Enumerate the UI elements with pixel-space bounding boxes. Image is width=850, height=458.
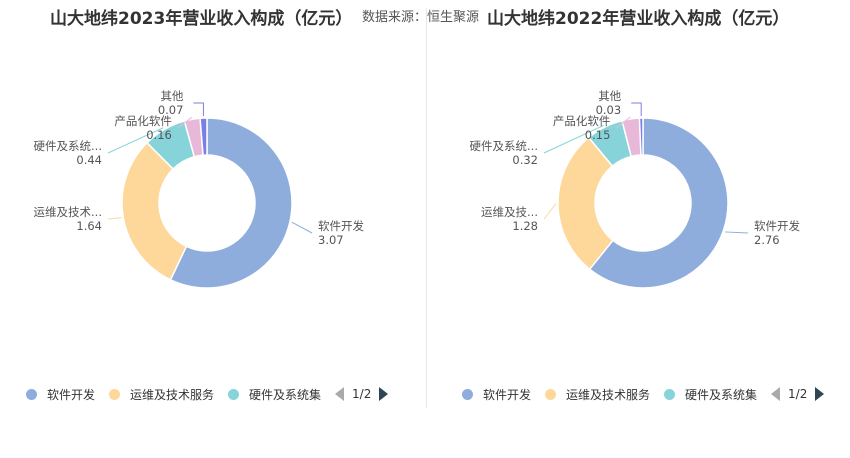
page-indicator: 1/2 [352,387,372,401]
slice-value-label: 3.07 [318,233,344,247]
slice-value-label: 0.16 [146,128,172,142]
slice-other[interactable] [638,117,644,156]
slice-other[interactable] [199,117,208,156]
legend-label: 硬件及系统集 [249,387,322,402]
legend-item-hardware[interactable]: 硬件及系统集 [228,386,321,403]
legend-dot [109,388,121,400]
leader-line [543,125,604,154]
chart-title: 山大地纬2022年营业收入构成（亿元） [487,9,790,29]
slice-value-label: 0.03 [596,103,622,117]
legend: 软件开发 运维及技术服务 硬件及系统集 1/2 [26,384,389,404]
slice-value-label: 0.07 [158,103,184,117]
slice-value-label: 0.44 [76,153,102,167]
prev-page-icon[interactable] [335,387,345,401]
slice-label: 其他 [598,89,621,103]
slice-ops-service[interactable] [121,141,188,281]
slice-value-label: 0.32 [512,153,538,167]
leader-line [631,102,642,117]
legend-label: 硬件及系统集 [685,387,758,402]
slice-label: 硬件及系统... [34,139,102,153]
slice-software-dev[interactable] [588,117,729,289]
slice-value-label: 0.15 [585,128,611,142]
legend-label: 运维及技术服务 [566,387,651,402]
leader-line [616,116,631,129]
leader-line [107,127,164,154]
legend-item-hardware[interactable]: 硬件及系统集 [664,386,757,403]
page-indicator: 1/2 [788,387,808,401]
legend-item-software[interactable]: 软件开发 [462,386,531,403]
legend: 软件开发 运维及技术服务 硬件及系统集 1/2 [462,384,825,404]
chart-panel-2022: 山大地纬2022年营业收入构成（亿元） 软件开发 2.76 运维及技... 1.28 硬… [425,0,850,458]
data-source-label: 数据来源：恒生聚源 [362,10,480,25]
leader-line [193,102,204,117]
slice-label: 其他 [160,89,183,103]
chart-title: 山大地纬2023年营业收入构成（亿元） [50,9,353,29]
slice-value-label: 1.64 [76,219,102,233]
legend-label: 软件开发 [483,387,532,402]
legend-dot [462,388,473,400]
panel-divider [426,8,427,408]
slice-label: 运维及技术... [34,205,102,219]
legend-dot [228,388,240,400]
legend-dot [26,388,37,400]
prev-page-icon[interactable] [771,387,781,401]
legend-pager: 1/2 [335,387,389,401]
leader-line [543,203,557,220]
slice-label: 运维及技... [481,205,538,219]
legend-item-ops[interactable]: 运维及技术服务 [545,386,650,403]
leader-line [177,116,193,129]
legend-item-software[interactable]: 软件开发 [26,386,95,403]
slice-ops-service[interactable] [557,136,614,271]
chart-panel-2023: 山大地纬2023年营业收入构成（亿元） 软件开发 3.07 运维及技术... 1.64… [26,9,389,404]
slice-label: 产品化软件 [114,114,172,128]
slice-value-label: 2.76 [754,233,780,247]
next-page-icon[interactable] [379,387,389,401]
leader-line [107,217,122,220]
slice-label: 软件开发 [318,219,364,233]
slice-label: 硬件及系统... [470,139,538,153]
legend-pager: 1/2 [771,387,825,401]
next-page-icon[interactable] [815,387,825,401]
legend-item-ops[interactable]: 运维及技术服务 [109,386,214,403]
leader-line [725,231,749,234]
legend-dot [545,388,557,400]
leader-line [291,221,313,234]
slice-value-label: 1.28 [512,219,538,233]
legend-dot [664,388,676,400]
legend-label: 软件开发 [47,387,96,402]
legend-label: 运维及技术服务 [130,387,215,402]
slice-software-dev[interactable] [169,117,293,289]
slice-label: 产品化软件 [553,114,611,128]
slice-label: 软件开发 [754,219,800,233]
